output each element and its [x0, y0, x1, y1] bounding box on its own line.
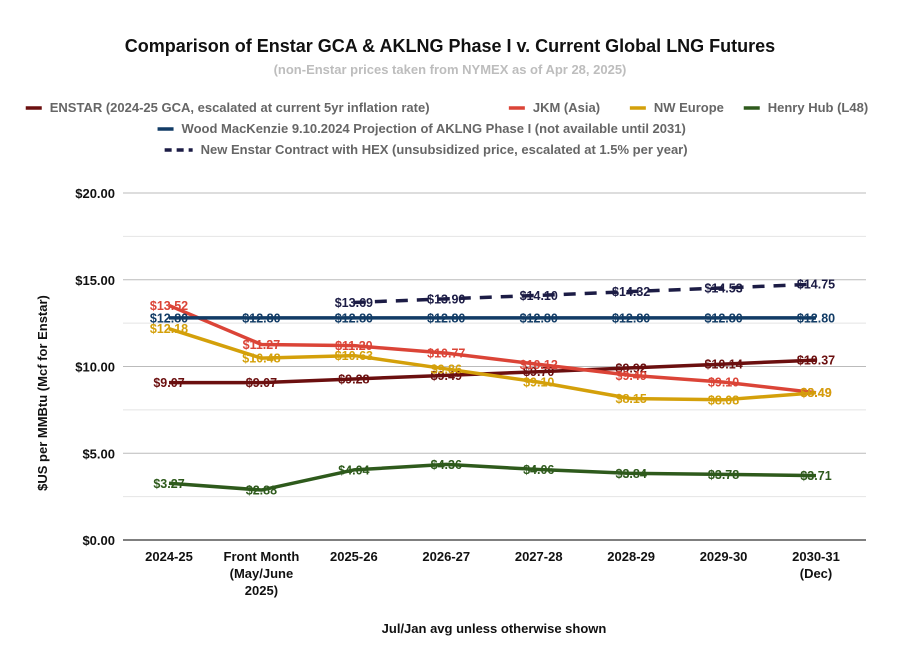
x-tick-label: 2024-25: [145, 549, 193, 564]
series-lines: [168, 282, 817, 492]
x-tick-label: 2025-26: [330, 549, 378, 564]
data-label: $12.18: [150, 322, 188, 336]
data-label: $4.04: [338, 463, 369, 477]
y-tick-label: $5.00: [82, 446, 115, 461]
x-tick-label: 2027-28: [515, 549, 563, 564]
data-label: $10.63: [335, 349, 373, 363]
legend-label: NW Europe: [654, 100, 724, 115]
x-tick-label: 2026-27: [422, 549, 470, 564]
data-label: $14.10: [520, 289, 558, 303]
data-label: $9.49: [616, 369, 647, 383]
data-label: $10.37: [797, 354, 835, 368]
x-tick-label: 2030-31 (Dec): [792, 549, 840, 581]
data-label: $10.77: [427, 347, 465, 361]
data-label: $9.92: [616, 361, 647, 375]
y-tick-label: $20.00: [75, 186, 115, 201]
data-label: $12.80: [704, 311, 742, 325]
series-line: [169, 358, 817, 385]
x-axis-title: Jul/Jan avg unless otherwise shown: [382, 621, 607, 636]
data-label: $13.90: [427, 292, 465, 306]
data-label: $8.49: [800, 386, 831, 400]
data-label: $14.75: [797, 278, 835, 292]
data-label: $3.84: [616, 467, 647, 481]
data-label: $9.07: [246, 376, 277, 390]
series-line: [353, 282, 817, 305]
data-label: $11.20: [335, 339, 373, 353]
x-tick-label: Front Month (May/June 2025): [224, 549, 300, 598]
data-label: $9.49: [431, 369, 462, 383]
series-line: [168, 462, 817, 492]
data-label: $9.86: [431, 362, 462, 376]
data-label: $10.12: [520, 358, 558, 372]
data-label: $12.80: [335, 311, 373, 325]
y-tick-label: $15.00: [75, 273, 115, 288]
data-labels: $9.07 $9.07 $9.28 $9.49 $9.70 $9.92 $10.14 $10.…: [150, 278, 835, 498]
legend-label: ENSTAR (2024-25 GCA, escalated at curren…: [50, 100, 430, 115]
data-label: $9.10: [523, 376, 554, 390]
data-label: $12.80: [797, 311, 835, 325]
data-label: $10.48: [242, 352, 280, 366]
data-label: $9.28: [338, 372, 369, 386]
data-label: $3.78: [708, 468, 739, 482]
x-tick-label: 2028-29: [607, 549, 655, 564]
data-label: $8.08: [708, 393, 739, 407]
legend: ENSTAR (2024-25 GCA, escalated at curren…: [25, 100, 868, 157]
legend-label: JKM (Asia): [533, 100, 600, 115]
data-label: $13.69: [335, 296, 373, 310]
legend-label: New Enstar Contract with HEX (unsubsidiz…: [201, 142, 688, 157]
data-label: $12.80: [427, 311, 465, 325]
gridlines: [123, 192, 866, 541]
x-axis-ticks: 2024-25 Front Month (May/June 2025) 2025-26 2…: [145, 549, 840, 598]
data-label: $14.53: [704, 281, 742, 295]
data-label: $12.80: [520, 311, 558, 325]
data-label: $12.80: [150, 311, 188, 325]
y-tick-label: $0.00: [82, 533, 115, 548]
data-label: $8.15: [616, 392, 647, 406]
data-label: $9.07: [153, 376, 184, 390]
legend-label: Henry Hub (L48): [768, 100, 868, 115]
data-label: $13.52: [150, 299, 188, 313]
data-label: $12.80: [612, 311, 650, 325]
y-axis-ticks: $0.00 $5.00 $10.00 $15.00 $20.00: [75, 186, 115, 548]
data-label: $10.14: [704, 358, 742, 372]
data-label: $11.27: [243, 338, 281, 352]
data-label: $14.32: [612, 285, 650, 299]
data-label: $4.06: [523, 463, 554, 477]
chart-subtitle: (non-Enstar prices taken from NYMEX as o…: [274, 62, 627, 77]
series-line: [168, 303, 817, 395]
data-label: $9.70: [523, 365, 554, 379]
y-tick-label: $10.00: [75, 360, 115, 375]
chart-title: Comparison of Enstar GCA & AKLNG Phase I…: [125, 36, 775, 56]
data-label: $9.10: [708, 376, 739, 390]
y-axis-title: $US per MMBtu (Mcf for Enstar): [35, 295, 50, 491]
data-label: $12.80: [242, 311, 280, 325]
legend-label: Wood MacKenzie 9.10.2024 Projection of A…: [182, 121, 686, 136]
data-label: $8.49: [800, 386, 831, 400]
x-tick-label: 2029-30: [700, 549, 748, 564]
data-label: $4.36: [431, 458, 462, 472]
data-label: $2.88: [246, 484, 277, 498]
data-label: $3.71: [800, 469, 831, 483]
data-label: $3.27: [153, 477, 184, 491]
series-line: [168, 327, 817, 402]
